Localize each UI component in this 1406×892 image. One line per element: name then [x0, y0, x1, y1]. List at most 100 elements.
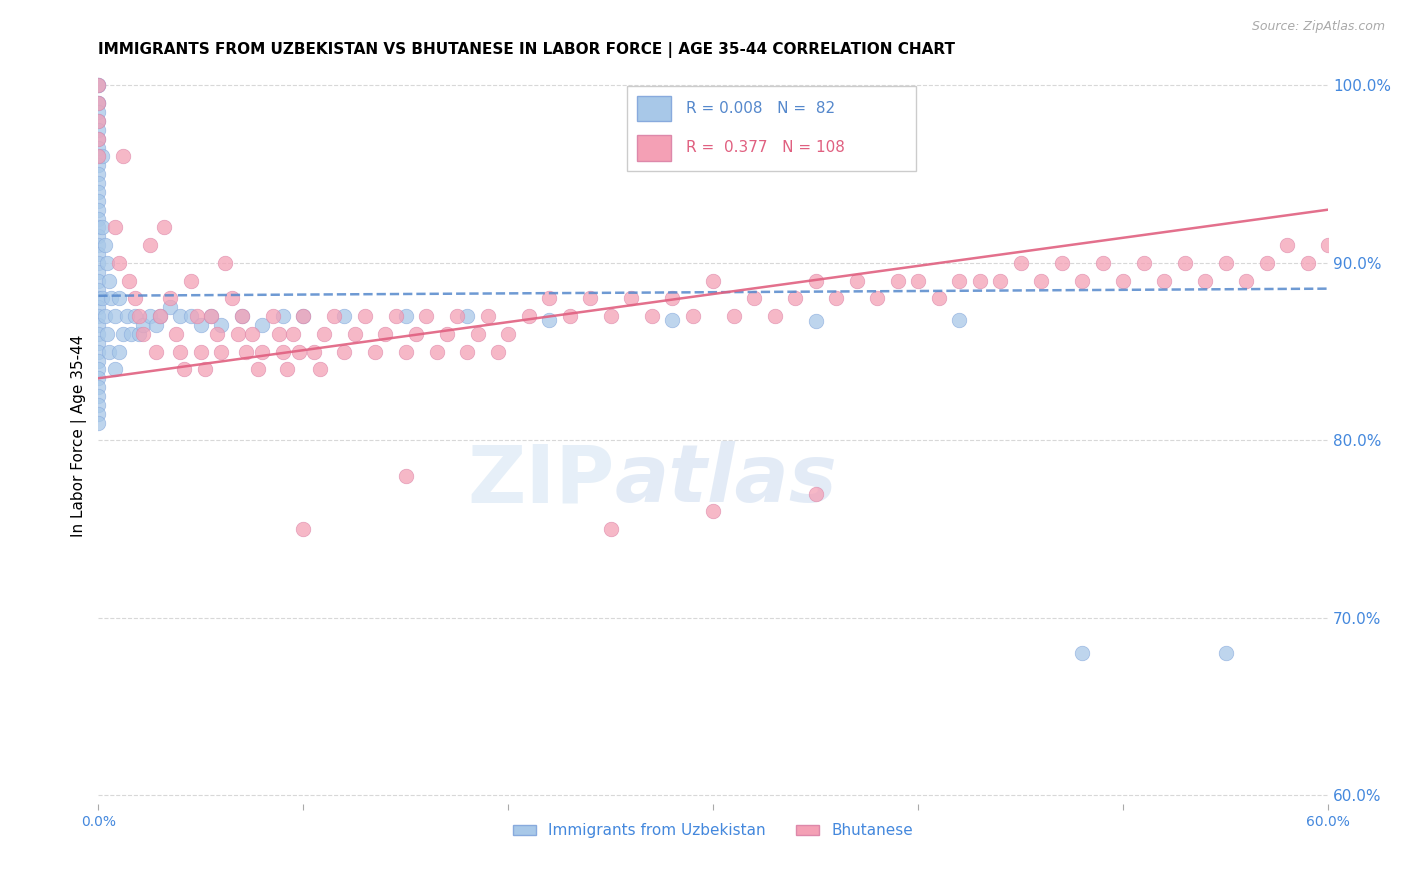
- Point: [599, 522, 621, 536]
- Point: [312, 326, 335, 341]
- Point: [93, 309, 115, 323]
- Point: [333, 344, 356, 359]
- Point: [87, 220, 110, 235]
- Point: [97, 344, 120, 359]
- Point: [661, 312, 683, 326]
- FancyBboxPatch shape: [627, 86, 917, 170]
- Point: [153, 220, 176, 235]
- Point: [159, 292, 181, 306]
- Point: [87, 389, 110, 403]
- Point: [276, 362, 298, 376]
- Point: [1215, 647, 1237, 661]
- Point: [115, 309, 138, 323]
- Point: [108, 256, 131, 270]
- Point: [108, 292, 131, 306]
- Point: [384, 309, 406, 323]
- Point: [87, 326, 110, 341]
- Point: [87, 114, 110, 128]
- Point: [91, 292, 114, 306]
- Point: [118, 274, 141, 288]
- Point: [323, 309, 346, 323]
- Point: [804, 314, 827, 328]
- Point: [87, 300, 110, 314]
- Point: [87, 114, 110, 128]
- Point: [456, 344, 478, 359]
- Point: [343, 326, 366, 341]
- Point: [120, 326, 142, 341]
- Point: [1296, 256, 1319, 270]
- Point: [226, 326, 249, 341]
- Point: [87, 318, 110, 332]
- Point: [620, 292, 643, 306]
- FancyBboxPatch shape: [637, 136, 672, 161]
- Point: [87, 274, 110, 288]
- Point: [364, 344, 387, 359]
- Point: [93, 238, 115, 252]
- Point: [702, 504, 724, 518]
- Point: [247, 362, 270, 376]
- Point: [1317, 238, 1340, 252]
- Point: [886, 274, 908, 288]
- Point: [281, 326, 304, 341]
- Point: [446, 309, 468, 323]
- Point: [186, 309, 208, 323]
- Text: atlas: atlas: [614, 442, 838, 519]
- Point: [111, 149, 134, 163]
- Point: [87, 292, 110, 306]
- Point: [132, 326, 155, 341]
- Point: [87, 131, 110, 145]
- Point: [641, 309, 664, 323]
- Point: [1132, 256, 1154, 270]
- Point: [87, 176, 110, 190]
- Point: [87, 96, 110, 111]
- Point: [169, 309, 191, 323]
- Point: [87, 140, 110, 154]
- Point: [395, 469, 418, 483]
- Point: [96, 256, 118, 270]
- Point: [87, 247, 110, 261]
- Point: [149, 309, 172, 323]
- Point: [104, 309, 127, 323]
- Point: [288, 344, 311, 359]
- Point: [87, 398, 110, 412]
- Point: [333, 309, 356, 323]
- Point: [785, 292, 807, 306]
- Point: [763, 309, 786, 323]
- Point: [308, 362, 330, 376]
- Point: [108, 344, 131, 359]
- Point: [87, 96, 110, 111]
- Point: [87, 202, 110, 217]
- Point: [87, 105, 110, 120]
- Point: [132, 318, 155, 332]
- Text: R =  0.377   N = 108: R = 0.377 N = 108: [686, 140, 845, 154]
- Point: [87, 158, 110, 172]
- Point: [169, 344, 191, 359]
- Point: [271, 344, 294, 359]
- Point: [262, 309, 284, 323]
- Point: [866, 292, 889, 306]
- Point: [425, 344, 447, 359]
- Point: [231, 309, 253, 323]
- Point: [599, 309, 621, 323]
- Point: [87, 380, 110, 394]
- Point: [353, 309, 375, 323]
- Point: [907, 274, 929, 288]
- Point: [87, 407, 110, 421]
- Point: [486, 344, 509, 359]
- Point: [267, 326, 290, 341]
- Text: IMMIGRANTS FROM UZBEKISTAN VS BHUTANESE IN LABOR FORCE | AGE 35-44 CORRELATION C: IMMIGRANTS FROM UZBEKISTAN VS BHUTANESE …: [98, 42, 955, 58]
- Point: [87, 122, 110, 136]
- Point: [87, 131, 110, 145]
- Point: [111, 326, 134, 341]
- Point: [87, 256, 110, 270]
- Point: [209, 318, 232, 332]
- Point: [395, 344, 418, 359]
- Point: [405, 326, 427, 341]
- Point: [235, 344, 257, 359]
- Point: [87, 78, 110, 93]
- Point: [948, 274, 970, 288]
- Text: Source: ZipAtlas.com: Source: ZipAtlas.com: [1251, 20, 1385, 33]
- Point: [207, 326, 229, 341]
- Point: [271, 309, 294, 323]
- Point: [87, 309, 110, 323]
